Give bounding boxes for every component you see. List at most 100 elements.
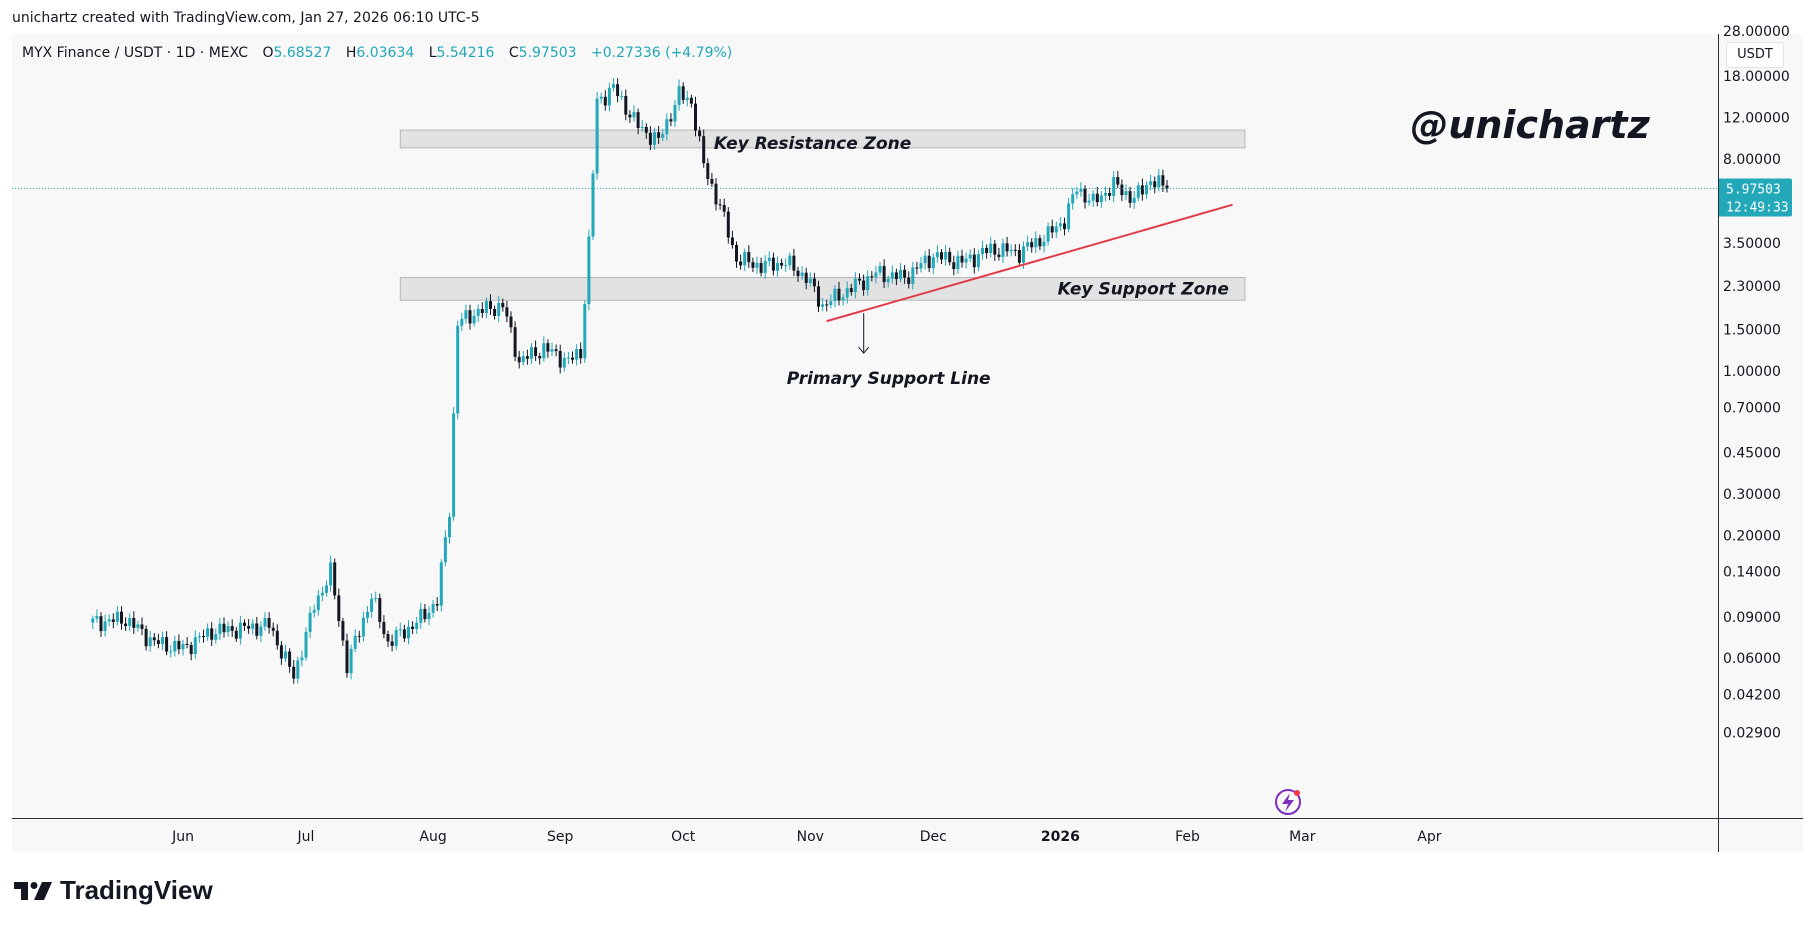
candle[interactable]	[661, 128, 665, 142]
candle[interactable]	[689, 94, 693, 108]
candle[interactable]	[997, 247, 1001, 261]
candle[interactable]	[1030, 238, 1034, 253]
candle[interactable]	[493, 305, 497, 320]
candle[interactable]	[1058, 217, 1062, 232]
candle[interactable]	[894, 268, 898, 286]
zone-rect-0[interactable]	[399, 129, 1246, 149]
candle[interactable]	[357, 630, 361, 643]
candle[interactable]	[812, 272, 816, 293]
candle[interactable]	[1038, 235, 1042, 251]
candle[interactable]	[956, 250, 960, 274]
candle[interactable]	[993, 240, 997, 261]
candle[interactable]	[509, 311, 513, 333]
candle[interactable]	[566, 352, 570, 365]
candle[interactable]	[792, 248, 796, 277]
candle[interactable]	[583, 300, 587, 363]
candle[interactable]	[382, 615, 386, 639]
candle[interactable]	[292, 659, 296, 684]
candle[interactable]	[1005, 236, 1009, 257]
candle[interactable]	[620, 90, 624, 101]
candle[interactable]	[1112, 171, 1116, 203]
candle[interactable]	[858, 273, 861, 285]
currency-button[interactable]: USDT	[1726, 42, 1784, 68]
candle[interactable]	[345, 633, 349, 678]
candle[interactable]	[1034, 231, 1038, 254]
candle[interactable]	[361, 611, 365, 642]
candle[interactable]	[931, 253, 935, 274]
candle[interactable]	[644, 123, 648, 139]
candle[interactable]	[460, 312, 464, 332]
candle[interactable]	[525, 349, 529, 365]
candle[interactable]	[874, 266, 878, 284]
candle[interactable]	[353, 629, 357, 653]
candle[interactable]	[1091, 190, 1095, 207]
candle[interactable]	[632, 105, 636, 122]
candle[interactable]	[366, 606, 369, 623]
candle[interactable]	[550, 342, 554, 357]
candle[interactable]	[657, 125, 661, 144]
candle[interactable]	[989, 236, 993, 258]
candle[interactable]	[1063, 217, 1066, 236]
candle[interactable]	[386, 630, 390, 648]
candle[interactable]	[648, 126, 652, 150]
candle[interactable]	[349, 644, 353, 680]
candle[interactable]	[316, 589, 320, 616]
candle[interactable]	[616, 78, 620, 103]
candle[interactable]	[1075, 187, 1079, 200]
candle[interactable]	[1124, 184, 1128, 201]
candle[interactable]	[710, 172, 714, 188]
candle[interactable]	[107, 614, 111, 627]
candle[interactable]	[976, 249, 980, 272]
candle[interactable]	[431, 599, 435, 618]
candle[interactable]	[222, 617, 226, 638]
candle[interactable]	[1009, 244, 1013, 257]
candle[interactable]	[935, 245, 939, 263]
candle[interactable]	[866, 270, 870, 296]
candle[interactable]	[1046, 222, 1050, 246]
candle[interactable]	[607, 82, 611, 112]
candle[interactable]	[755, 256, 759, 275]
candle[interactable]	[177, 634, 181, 655]
candle[interactable]	[251, 619, 255, 635]
candle[interactable]	[464, 304, 468, 324]
candle[interactable]	[751, 257, 755, 273]
candle[interactable]	[1087, 193, 1091, 207]
candle[interactable]	[140, 617, 144, 636]
candle[interactable]	[489, 294, 492, 315]
candle[interactable]	[189, 641, 193, 661]
candle[interactable]	[800, 266, 804, 281]
candle[interactable]	[238, 615, 242, 645]
candle[interactable]	[743, 248, 747, 272]
candle[interactable]	[575, 344, 579, 366]
candle[interactable]	[759, 257, 763, 277]
candle[interactable]	[878, 261, 882, 277]
candle[interactable]	[271, 622, 275, 637]
symbol-label[interactable]: MYX Finance / USDT · 1D · MEXC	[22, 45, 248, 61]
candle[interactable]	[259, 621, 263, 643]
candle[interactable]	[513, 321, 517, 362]
candle[interactable]	[853, 272, 857, 299]
candle[interactable]	[443, 530, 447, 567]
candle[interactable]	[124, 617, 128, 631]
candle[interactable]	[771, 252, 775, 276]
candle[interactable]	[1165, 179, 1169, 193]
candle[interactable]	[1145, 181, 1148, 199]
candle[interactable]	[1128, 186, 1132, 208]
candle[interactable]	[735, 241, 738, 268]
candle[interactable]	[1001, 238, 1005, 263]
candle[interactable]	[288, 648, 292, 673]
candle[interactable]	[579, 342, 583, 364]
candle[interactable]	[845, 281, 849, 304]
candle[interactable]	[304, 627, 308, 661]
candle[interactable]	[111, 613, 115, 629]
candle[interactable]	[1099, 191, 1103, 208]
candle[interactable]	[165, 631, 169, 656]
candle[interactable]	[148, 630, 152, 652]
candle[interactable]	[919, 256, 923, 273]
candle[interactable]	[218, 618, 222, 641]
candle[interactable]	[456, 320, 460, 420]
candle[interactable]	[91, 615, 95, 629]
candle[interactable]	[948, 247, 952, 266]
candle[interactable]	[673, 100, 677, 127]
candle[interactable]	[603, 90, 607, 111]
